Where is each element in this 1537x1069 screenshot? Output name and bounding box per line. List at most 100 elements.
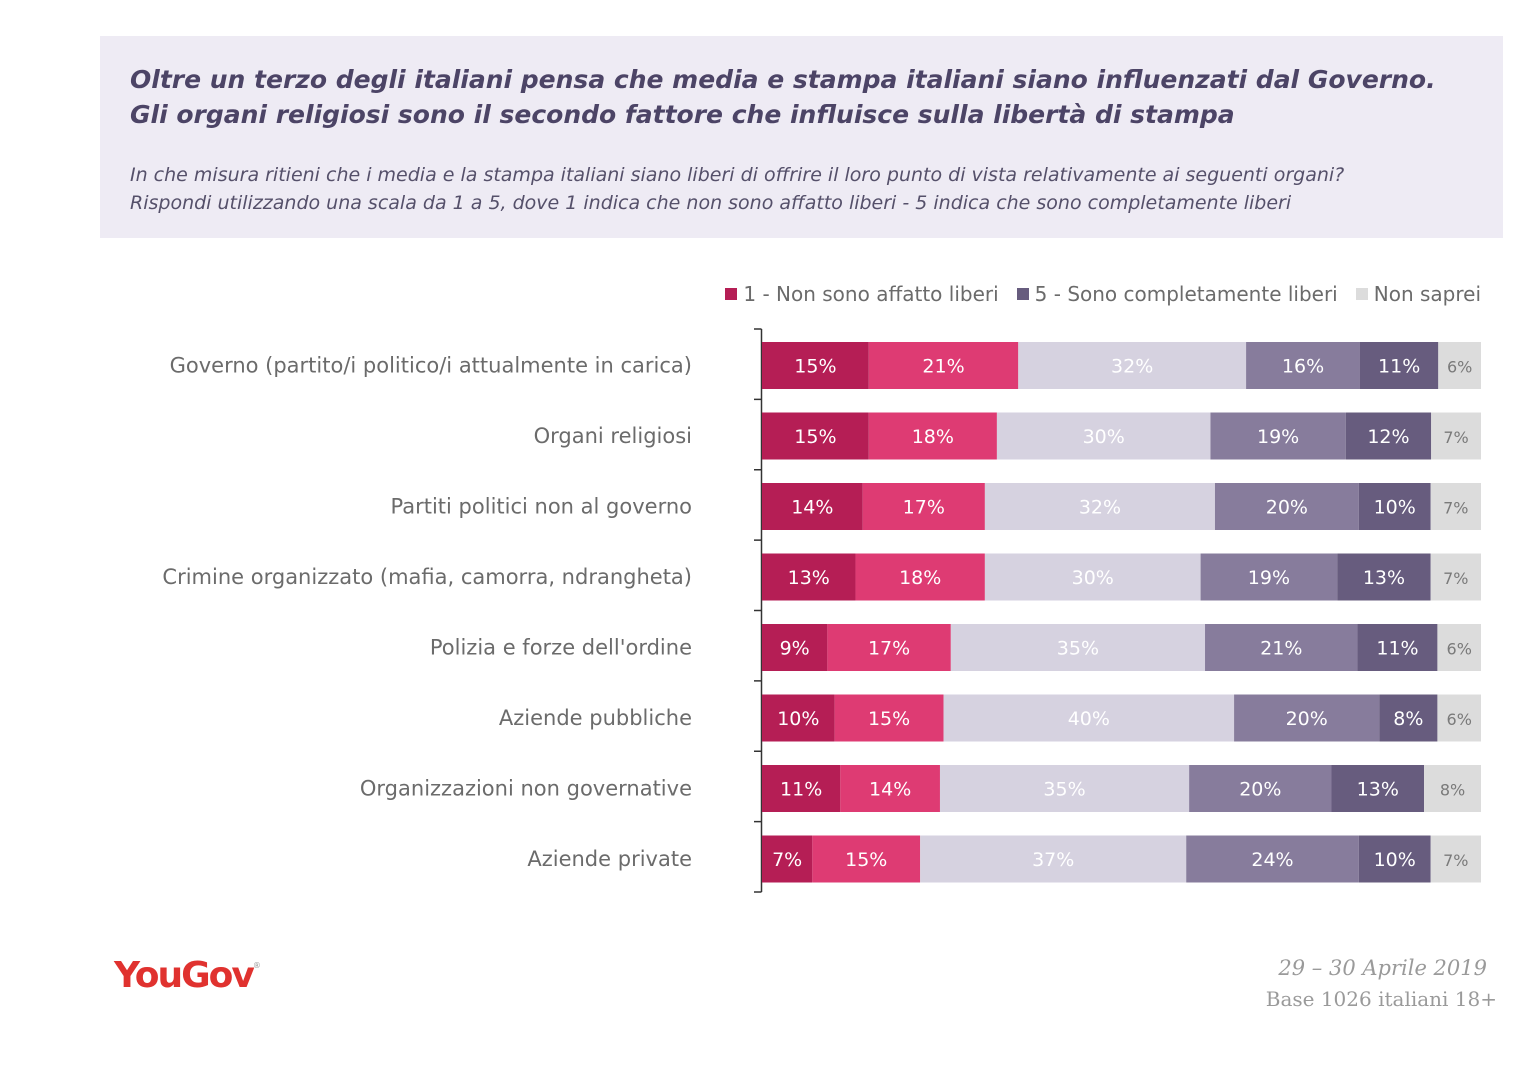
data-label: 19%	[1257, 426, 1299, 448]
bar-segment	[939, 765, 1190, 812]
chart-legend: 1 - Non sono affatto liberi 5 - Sono com…	[707, 282, 1481, 306]
bar-segment	[1331, 765, 1425, 812]
data-label: 14%	[869, 779, 911, 801]
bar-segment	[920, 835, 1187, 883]
logo-text: YouGov	[114, 955, 255, 996]
bar-segment	[1186, 835, 1359, 883]
category-label: Aziende pubbliche	[499, 706, 692, 730]
bar-segment	[762, 624, 828, 671]
data-label: 6%	[1447, 358, 1472, 377]
bar-segment	[1430, 835, 1481, 883]
survey-date: 29 – 30 Aprile 2019	[1278, 956, 1487, 980]
page-title: Oltre un terzo degli italiani pensa che …	[130, 65, 1436, 129]
bar-segment	[1234, 694, 1380, 742]
legend-swatch-dont-know	[1355, 288, 1368, 300]
data-label: 14%	[791, 497, 833, 519]
data-label: 10%	[1374, 849, 1416, 871]
bar-segment	[943, 694, 1235, 742]
data-label: 6%	[1447, 710, 1472, 729]
data-label: 32%	[1079, 497, 1121, 519]
bar-segment	[762, 412, 869, 460]
data-label: 16%	[1282, 356, 1324, 378]
bar-segment	[996, 412, 1211, 460]
data-label: 20%	[1266, 497, 1308, 519]
category-label: Governo (partito/i politico/i attualment…	[170, 354, 692, 378]
category-label: Organizzazioni non governative	[360, 777, 692, 801]
data-label: 17%	[868, 638, 910, 660]
data-label: 18%	[912, 426, 954, 448]
data-label: 11%	[1376, 638, 1418, 660]
data-label: 7%	[1443, 569, 1468, 588]
data-label: 35%	[1057, 638, 1099, 660]
data-label: 11%	[780, 779, 822, 801]
bar-segment	[1189, 765, 1332, 812]
legend-label-not-free: 1 - Non sono affatto liberi	[743, 282, 999, 306]
bar-segment	[812, 835, 921, 883]
bar-segment	[840, 765, 940, 812]
legend-swatch-completely-free	[1016, 288, 1029, 300]
header-panel	[100, 36, 1503, 238]
bar-segment	[1214, 483, 1359, 530]
bar-segment	[1205, 624, 1358, 671]
question-line-1: In che misura ritieni che i media e la s…	[130, 164, 1345, 186]
bar-segment	[762, 835, 813, 883]
data-label: 8%	[1440, 781, 1465, 800]
yougov-logo: YouGov®	[114, 955, 261, 996]
bar-segment	[868, 412, 997, 460]
bar-segment	[1379, 694, 1438, 742]
question-text: In che misura ritieni che i media e la s…	[130, 161, 1470, 217]
category-label: Polizia e forze dell'ordine	[430, 636, 692, 660]
bar-segment	[1359, 342, 1439, 389]
data-label: 20%	[1286, 708, 1328, 730]
data-label: 15%	[794, 356, 836, 378]
legend-item-completely-free: 5 - Sono completamente liberi	[1016, 282, 1338, 306]
data-label: 37%	[1032, 849, 1074, 871]
legend-item-dont-know: Non saprei	[1355, 282, 1481, 306]
logo-registered-mark: ®	[252, 961, 261, 970]
bar-segment	[1357, 624, 1438, 671]
data-label: 8%	[1393, 708, 1423, 730]
data-label: 13%	[1363, 567, 1405, 589]
bar-segment	[762, 765, 841, 812]
data-label: 19%	[1248, 567, 1290, 589]
data-label: 13%	[1357, 779, 1399, 801]
data-label: 12%	[1367, 426, 1409, 448]
bar-segment	[984, 483, 1215, 530]
data-label: 40%	[1068, 708, 1110, 730]
bar-segment	[1430, 483, 1481, 530]
data-label: 18%	[899, 567, 941, 589]
legend-swatch-not-free	[725, 288, 738, 300]
bar-segment	[762, 694, 835, 742]
bar-segment	[1437, 624, 1481, 671]
category-label: Partiti politici non al governo	[391, 495, 692, 519]
bar-segment	[1438, 342, 1481, 389]
question-line-2: Rispondi utilizzando una scala da 1 a 5,…	[130, 192, 1292, 214]
data-label: 7%	[772, 849, 802, 871]
data-label: 35%	[1043, 779, 1085, 801]
data-label: 24%	[1251, 849, 1293, 871]
category-label: Organi religiosi	[534, 424, 692, 448]
data-label: 32%	[1111, 356, 1153, 378]
bar-segment	[1437, 694, 1481, 742]
data-label: 21%	[922, 356, 964, 378]
bar-segment	[1345, 412, 1432, 460]
data-label: 7%	[1443, 499, 1468, 518]
data-label: 7%	[1443, 851, 1468, 870]
survey-base: Base 1026 italiani 18+	[1265, 987, 1497, 1011]
data-label: 15%	[794, 426, 836, 448]
bar-segment	[762, 483, 863, 530]
legend-label-completely-free: 5 - Sono completamente liberi	[1034, 282, 1338, 306]
bar-segment	[1430, 553, 1481, 601]
bar-segment	[762, 342, 869, 389]
data-label: 15%	[845, 849, 887, 871]
bar-segment	[827, 624, 951, 671]
data-label: 15%	[868, 708, 910, 730]
data-label: 21%	[1260, 638, 1302, 660]
data-label: 10%	[1374, 497, 1416, 519]
data-label: 13%	[788, 567, 830, 589]
bar-segment	[1424, 765, 1481, 812]
bar-segment	[862, 483, 985, 530]
data-label: 30%	[1083, 426, 1125, 448]
category-label: Crimine organizzato (mafia, camorra, ndr…	[162, 565, 692, 589]
